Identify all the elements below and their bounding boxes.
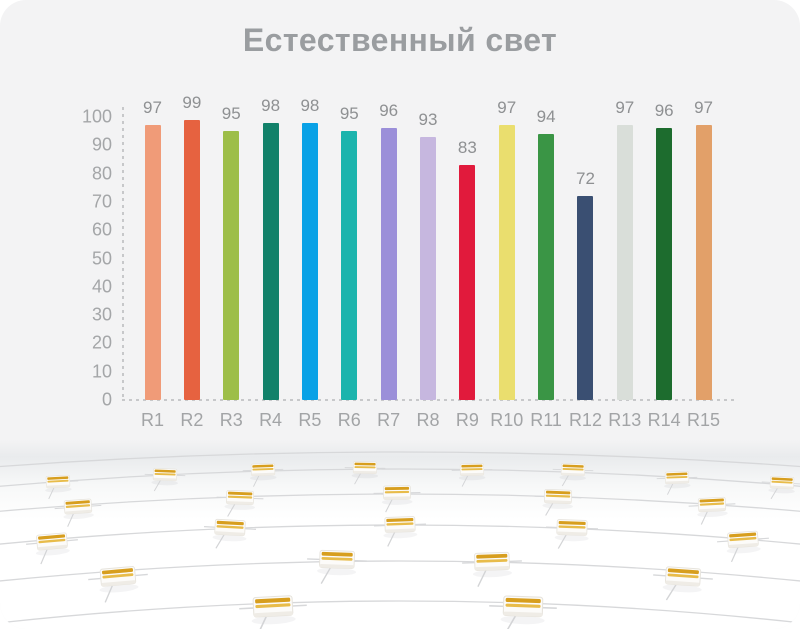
y-tick-label: 60: [91, 219, 112, 240]
bar-r10: [498, 125, 515, 400]
bar-r11: [538, 133, 555, 400]
x-tick-label: R6: [337, 410, 361, 430]
y-axis-line: [122, 107, 124, 400]
led-chip-icon: [534, 489, 582, 516]
x-tick-label: R3: [219, 410, 243, 430]
y-tick-label: 70: [91, 191, 112, 212]
x-tick-label: R5: [298, 410, 322, 430]
bar-r9: [459, 165, 476, 400]
led-chip-icon: [653, 566, 713, 601]
value-label: 94: [536, 106, 556, 126]
led-chip-icon: [54, 498, 102, 527]
y-tick-label: 50: [91, 248, 112, 268]
y-tick-label: 40: [91, 276, 112, 297]
wire-strand: [0, 600, 800, 624]
value-label: 93: [418, 109, 438, 129]
value-label: 95: [221, 104, 241, 124]
bar-r6: [341, 131, 358, 400]
value-label: 96: [654, 101, 674, 121]
x-tick-label: R9: [455, 410, 479, 430]
x-tick-label: R14: [647, 410, 681, 430]
x-tick-label: R2: [180, 410, 204, 430]
led-chip-icon: [688, 496, 736, 525]
value-label: 97: [497, 98, 517, 118]
bar-r8: [420, 136, 437, 400]
value-label: 97: [694, 98, 713, 118]
y-tick-label: 30: [91, 304, 112, 325]
x-tick-label: R4: [259, 410, 283, 430]
bar-r2: [183, 119, 200, 400]
led-chip-icon: [761, 475, 800, 500]
y-tick-label: 90: [91, 134, 112, 155]
value-label: 97: [615, 98, 635, 118]
y-axis: 0 10 20 30 40 50 60 70 80 90 100: [0, 0, 112, 440]
x-tick-label: R13: [608, 410, 642, 430]
x-tick-label: R8: [416, 410, 440, 430]
value-label: 95: [339, 104, 359, 124]
y-tick-label: 10: [91, 361, 112, 382]
led-strip-photo: [0, 440, 800, 629]
value-label: 96: [379, 101, 399, 121]
value-label: 98: [261, 95, 281, 115]
bar-r5: [301, 122, 318, 400]
led-chip-icon: [373, 485, 421, 513]
led-chip-icon: [239, 595, 307, 629]
led-chip-icon: [88, 566, 148, 603]
bar-r12: [577, 196, 594, 400]
y-tick-label: 80: [91, 163, 112, 184]
bar-r3: [223, 131, 240, 400]
wire-strand: [0, 451, 800, 468]
x-tick-label: R12: [568, 410, 602, 430]
value-label: 72: [575, 169, 595, 189]
cri-bar-chart: 0 10 20 30 40 50 60 70 80 90 100 97 R1 99 R2 95 R3 98 R4 9…: [0, 0, 734, 440]
led-chip-icon: [552, 463, 594, 487]
bar-r13: [616, 125, 633, 400]
x-tick-label: R1: [140, 410, 164, 430]
wire-strand: [0, 468, 800, 487]
led-chip-icon: [144, 468, 186, 492]
bar-r4: [262, 122, 279, 400]
value-label: 97: [143, 98, 162, 118]
x-tick-label: R15: [687, 410, 721, 430]
x-axis-line: [122, 399, 734, 401]
led-chip-icon: [373, 516, 427, 547]
y-tick-label: 0: [101, 389, 112, 410]
bar-r14: [656, 128, 673, 400]
led-chip-icon: [204, 518, 256, 549]
y-tick-label: 100: [81, 106, 112, 127]
led-chip-icon: [26, 532, 78, 565]
led-chip-icon: [216, 490, 264, 517]
led-chip-icon: [451, 463, 493, 487]
led-chip-icon: [344, 461, 386, 485]
value-label: 83: [457, 138, 477, 158]
led-chip-icon: [462, 551, 522, 587]
led-chip-icon: [545, 519, 599, 549]
value-label: 99: [182, 92, 202, 112]
bar-r15: [695, 125, 712, 400]
chart-title: Естественный свет: [242, 22, 558, 58]
bar-r7: [380, 128, 397, 400]
x-tick-label: R11: [530, 410, 562, 430]
led-chip-icon: [489, 595, 557, 629]
led-wires-illustration: [0, 451, 800, 629]
led-chip-icon: [717, 530, 769, 563]
y-tick-label: 20: [91, 332, 112, 353]
led-chip-icon: [307, 549, 367, 584]
led-chip-icon: [242, 463, 284, 487]
value-label: 98: [300, 95, 320, 115]
led-chip-icon: [656, 471, 698, 495]
x-tick-label: R7: [377, 410, 401, 430]
x-tick-label: R10: [490, 410, 524, 430]
bar-r1: [144, 125, 161, 400]
led-chip-icon: [37, 474, 79, 500]
